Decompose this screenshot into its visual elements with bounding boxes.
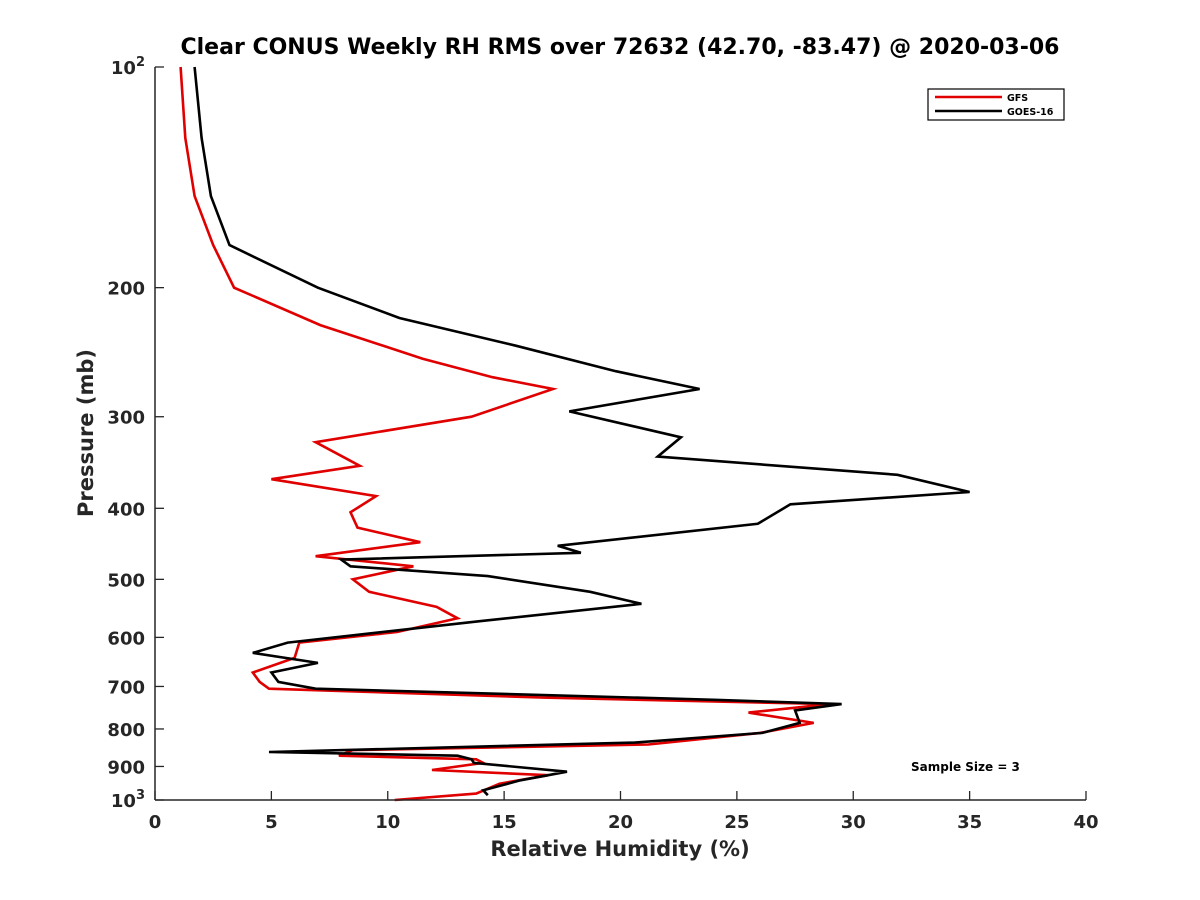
y-tick-label: 700 [107, 677, 145, 698]
x-tick-label: 35 [957, 812, 982, 833]
y-tick-label: 103 [111, 788, 145, 812]
x-tick-label: 0 [149, 812, 162, 833]
y-tick-label: 600 [107, 628, 145, 649]
y-axis-label: Pressure (mb) [74, 349, 98, 517]
x-tick-label: 5 [265, 812, 278, 833]
series-line-gfs [179, 66, 831, 802]
x-axis-label: Relative Humidity (%) [490, 837, 749, 861]
y-tick-label: 900 [107, 757, 145, 778]
x-tick-label: 15 [492, 812, 517, 833]
x-ticks: 0 5 10 15 20 25 30 35 40 [149, 791, 1099, 833]
chart-title: Clear CONUS Weekly RH RMS over 72632 (42… [181, 35, 1060, 60]
legend-box [927, 88, 1065, 121]
x-tick-label: 30 [841, 812, 866, 833]
y-tick-label: 200 [107, 279, 145, 300]
x-tick-label: 40 [1073, 812, 1098, 833]
x-tick-label: 10 [375, 812, 400, 833]
plot-lines [179, 66, 970, 802]
series-line-goes16 [193, 66, 970, 797]
legend-label-goes16: GOES-16 [1007, 107, 1054, 118]
y-tick-label: 300 [107, 408, 145, 429]
y-tick-label: 102 [111, 55, 145, 79]
x-tick-label: 25 [724, 812, 749, 833]
y-tick-label: 800 [107, 720, 145, 741]
y-ticks: 102 200 300 400 500 600 700 800 900 103 [107, 55, 164, 812]
legend-label-gfs: GFS [1007, 93, 1028, 104]
legend: GFS GOES-16 [927, 88, 1065, 121]
y-tick-label: 400 [107, 499, 145, 520]
y-tick-label: 500 [107, 570, 145, 591]
x-tick-label: 20 [608, 812, 633, 833]
sample-size-annotation: Sample Size = 3 [911, 760, 1020, 774]
